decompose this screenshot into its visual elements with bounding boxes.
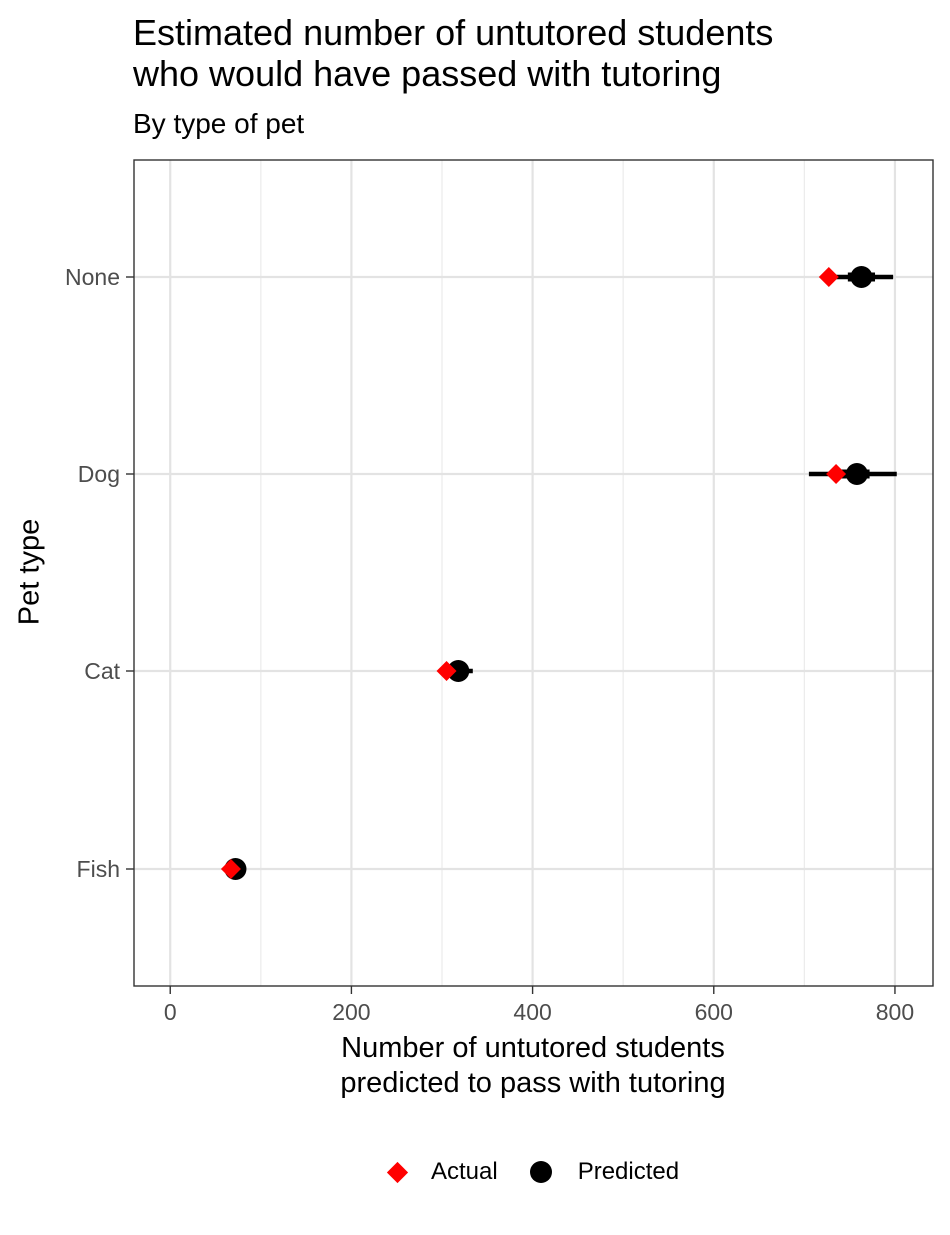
chart-title-line-1: Estimated number of untutored students: [133, 12, 774, 53]
chart-subtitle: By type of pet: [133, 108, 305, 139]
y-tick-label: Dog: [78, 461, 120, 487]
x-tick-label: 800: [876, 999, 914, 1025]
actual-point: [818, 267, 839, 287]
legend-label-actual: Actual: [431, 1158, 498, 1185]
circle-marker-icon: [529, 1161, 552, 1183]
legend: Actual Predicted: [384, 1158, 679, 1186]
x-axis-title-line-2: predicted to pass with tutoring: [340, 1067, 726, 1099]
legend-label-predicted: Predicted: [577, 1158, 680, 1185]
legend-item-predicted: Predicted: [529, 1158, 680, 1186]
actual-point: [826, 464, 847, 484]
y-tick-label: Cat: [84, 658, 120, 684]
actual-point: [220, 859, 241, 879]
chart-title: Estimated number of untutored students w…: [133, 12, 773, 94]
x-tick-label: 600: [695, 999, 733, 1025]
x-tick-label: 200: [332, 999, 370, 1025]
x-tick-label: 0: [164, 999, 177, 1025]
predicted-point: [850, 266, 873, 288]
plot-border: [133, 159, 934, 987]
diamond-marker-icon: [386, 1161, 409, 1183]
chart-title-line-2: who would have passed with tutoring: [133, 53, 722, 94]
legend-item-actual: Actual: [384, 1158, 498, 1186]
predicted-point: [447, 660, 470, 682]
x-axis-title: Number of untutored students predicted t…: [340, 1031, 725, 1101]
y-tick-label: None: [65, 264, 120, 290]
x-tick-label: 400: [513, 999, 551, 1025]
x-axis-title-line-1: Number of untutored students: [341, 1032, 725, 1064]
predicted-point: [845, 463, 868, 485]
y-axis-title: Pet type: [13, 518, 46, 626]
actual-point: [436, 661, 457, 681]
y-tick-label: Fish: [77, 856, 120, 882]
